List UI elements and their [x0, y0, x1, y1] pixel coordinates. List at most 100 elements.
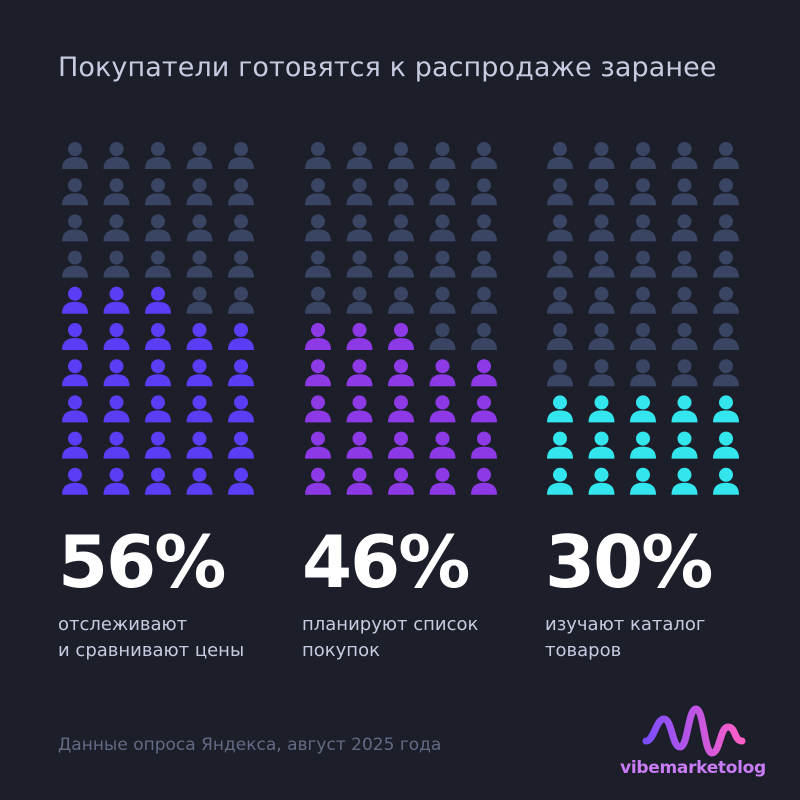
person-icon-active	[346, 395, 373, 423]
person-icon	[103, 214, 130, 242]
person-icon-active	[630, 431, 656, 459]
person-icon	[630, 250, 656, 278]
person-icon	[547, 286, 573, 314]
person-icon-active	[145, 286, 171, 314]
person-icon	[429, 286, 456, 314]
person-icon	[145, 214, 171, 242]
person-icon	[713, 178, 739, 206]
person-icon	[588, 142, 615, 169]
person-icon-active	[305, 323, 331, 350]
person-icon	[429, 214, 456, 242]
person-icon	[305, 142, 331, 169]
person-icon	[713, 142, 739, 169]
person-icon-active	[547, 431, 573, 459]
person-icon-active	[228, 395, 254, 423]
person-icon	[186, 214, 213, 242]
person-icon-active	[429, 395, 456, 423]
person-icon-active	[103, 323, 130, 350]
person-icon	[547, 359, 573, 387]
person-icon	[547, 214, 573, 242]
brand-logo: vibemarketolog	[618, 703, 768, 783]
person-icon	[713, 359, 739, 387]
person-icon-active	[186, 431, 213, 459]
person-icon	[671, 359, 698, 387]
person-icon	[228, 286, 254, 314]
person-icon	[471, 323, 497, 350]
person-icon	[547, 142, 573, 169]
person-icon	[630, 359, 656, 387]
page-title: Покупатели готовятся к распродаже заране…	[58, 52, 717, 83]
person-icon-active	[388, 359, 414, 387]
person-icon	[388, 142, 414, 169]
person-icon	[228, 250, 254, 278]
person-icon-active	[305, 467, 331, 495]
person-icon-active	[62, 467, 88, 495]
person-icon	[713, 323, 739, 350]
person-icon	[388, 286, 414, 314]
person-icon-active	[713, 431, 739, 459]
person-icon	[346, 214, 373, 242]
percent-value: 56%	[58, 520, 226, 604]
person-icon-active	[62, 286, 88, 314]
person-icon-active	[630, 467, 656, 495]
person-icon-active	[305, 359, 331, 387]
person-icon	[471, 178, 497, 206]
person-icon-active	[103, 359, 130, 387]
person-icon	[588, 359, 615, 387]
person-icon	[186, 142, 213, 169]
person-icon	[186, 286, 213, 314]
person-icon	[671, 178, 698, 206]
person-icon-active	[103, 467, 130, 495]
stat-description: отслеживают и сравнивают цены	[58, 614, 245, 661]
person-icon-active	[588, 395, 615, 423]
person-icon	[305, 214, 331, 242]
person-icon	[471, 214, 497, 242]
stat-description: планируют список покупок	[302, 614, 479, 661]
person-icon-active	[346, 359, 373, 387]
person-icon	[145, 178, 171, 206]
person-icon	[103, 250, 130, 278]
person-icon	[471, 250, 497, 278]
person-icon	[346, 178, 373, 206]
person-icon	[305, 286, 331, 314]
person-icon-active	[713, 395, 739, 423]
person-icon	[630, 323, 656, 350]
person-icon-active	[228, 323, 254, 350]
percent-value: 30%	[545, 520, 713, 604]
pictogram-chart	[62, 142, 739, 495]
person-icon	[671, 142, 698, 169]
person-icon	[671, 214, 698, 242]
stat-group-2: 46% планируют список покупок	[302, 520, 542, 664]
person-icon	[62, 250, 88, 278]
person-icon-active	[471, 395, 497, 423]
person-icon	[471, 142, 497, 169]
wave-icon	[642, 705, 746, 757]
person-icon-active	[103, 395, 130, 423]
person-icon	[713, 214, 739, 242]
person-icon	[671, 323, 698, 350]
person-icon-active	[471, 359, 497, 387]
person-icon-active	[471, 431, 497, 459]
person-icon	[471, 286, 497, 314]
source-note: Данные опроса Яндекса, август 2025 года	[58, 735, 442, 755]
person-icon-active	[228, 359, 254, 387]
person-icon	[588, 250, 615, 278]
person-icon-active	[186, 395, 213, 423]
person-icon-active	[671, 431, 698, 459]
person-icon	[671, 286, 698, 314]
person-icon-active	[145, 395, 171, 423]
person-icon	[588, 286, 615, 314]
person-icon	[145, 142, 171, 169]
person-icon-active	[228, 467, 254, 495]
person-icon-active	[429, 431, 456, 459]
person-icon	[713, 286, 739, 314]
person-icon	[547, 178, 573, 206]
person-icon	[305, 250, 331, 278]
person-icon-active	[145, 323, 171, 350]
person-icon-active	[388, 467, 414, 495]
person-icon-active	[671, 467, 698, 495]
person-icon	[228, 142, 254, 169]
person-icon	[228, 178, 254, 206]
person-icon	[388, 214, 414, 242]
person-icon-active	[429, 467, 456, 495]
